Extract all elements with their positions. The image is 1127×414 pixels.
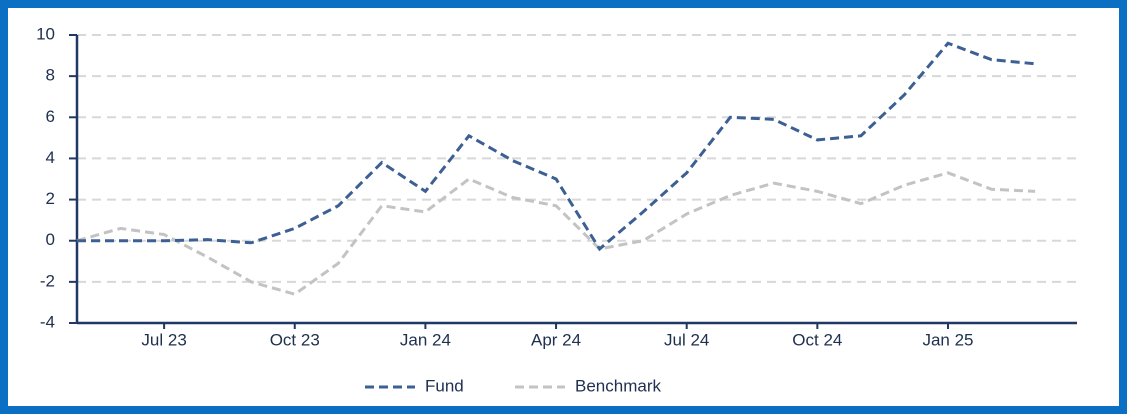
y-tick-label: -4 [40,312,55,331]
y-tick-label: 8 [46,66,55,85]
y-tick-label: -2 [40,271,55,290]
legend-label: Benchmark [575,376,661,395]
y-tick-label: 0 [46,230,55,249]
x-tick-label: Jan 24 [400,330,451,349]
series-line [76,171,1036,296]
x-tick-label: Jan 25 [922,330,973,349]
x-tick-label: Oct 24 [792,330,842,349]
x-tick-label: Jul 24 [664,330,709,349]
series-line [77,41,1036,252]
y-tick-label: 2 [46,189,55,208]
y-tick-label: 10 [36,24,55,43]
x-tick-label: Apr 24 [531,330,581,349]
y-tick-label: 4 [46,148,55,167]
x-tick-label: Oct 23 [270,330,320,349]
legend-label: Fund [425,376,464,395]
x-tick-label: Jul 23 [141,330,186,349]
y-tick-label: 6 [46,107,55,126]
